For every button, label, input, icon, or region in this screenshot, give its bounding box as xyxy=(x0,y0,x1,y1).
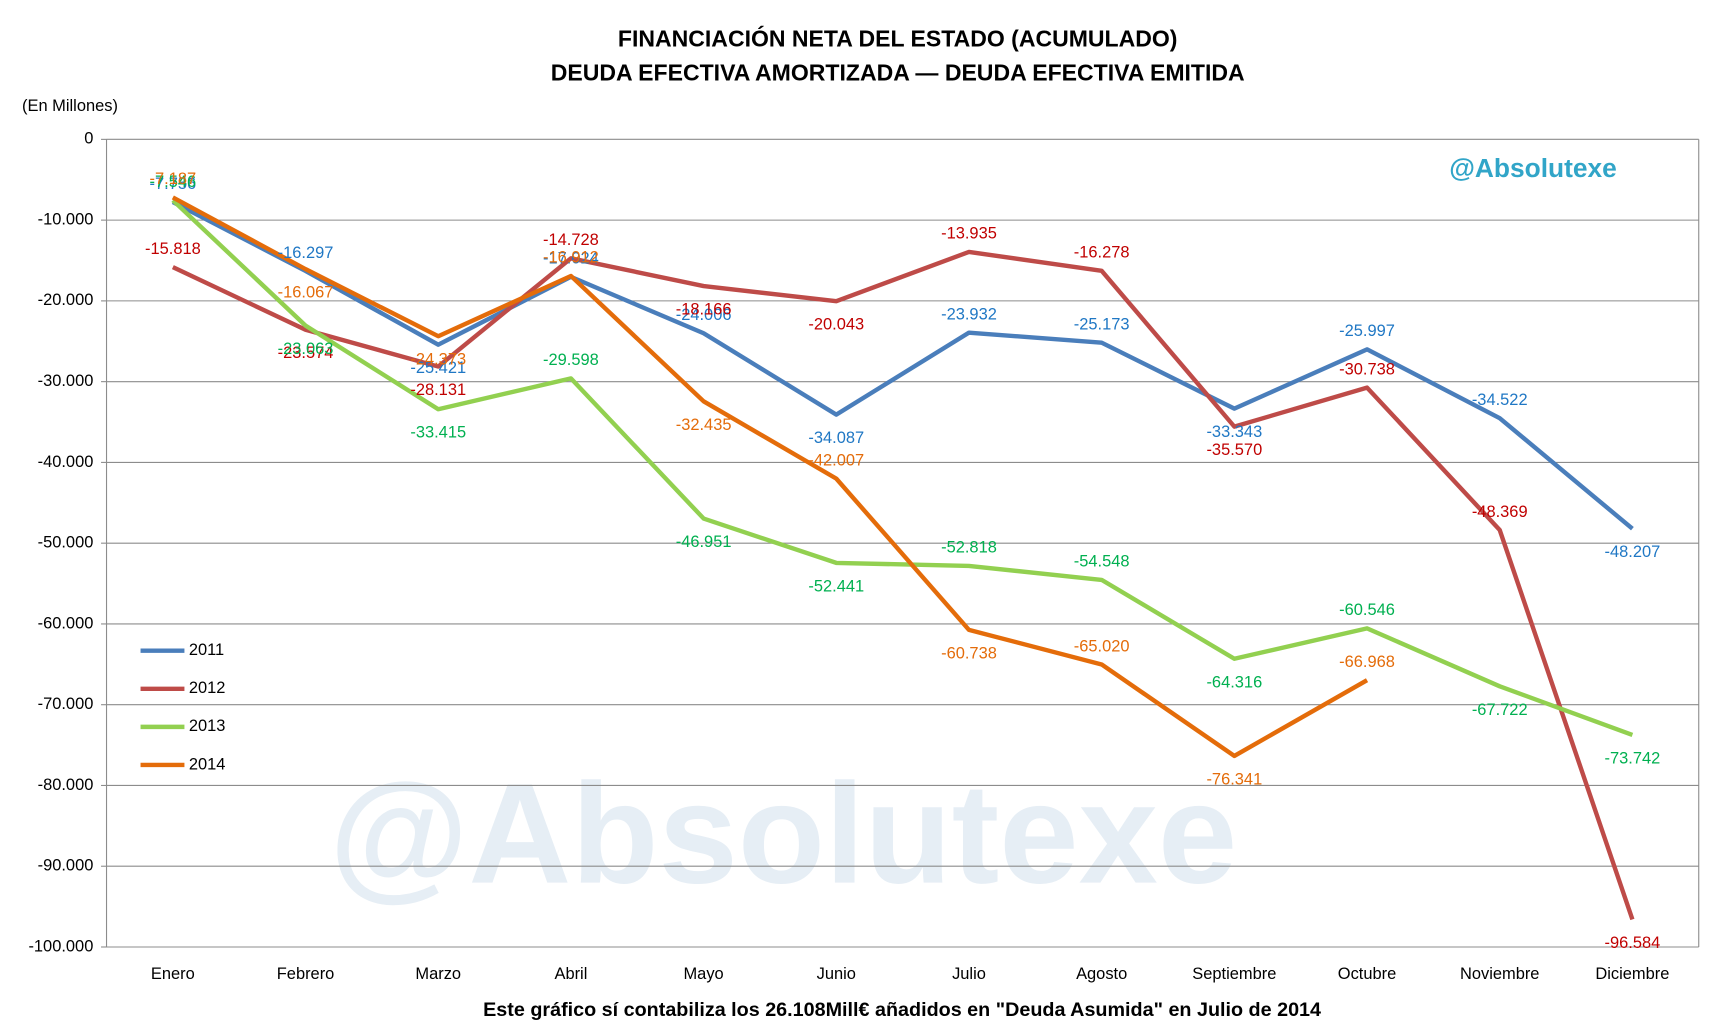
x-tick-label: Febrero xyxy=(277,965,335,983)
data-label: -67.722 xyxy=(1472,701,1528,719)
data-label: -33.343 xyxy=(1206,423,1262,441)
data-label: -24.373 xyxy=(410,351,466,369)
legend-label: 2012 xyxy=(189,679,226,697)
watermark-large: @Absolutexe xyxy=(329,755,1237,914)
series-line xyxy=(171,249,1635,921)
y-tick-label: -70.000 xyxy=(38,695,94,713)
data-label: -23.932 xyxy=(941,305,997,323)
y-tick-label: -80.000 xyxy=(38,776,94,794)
data-label: -34.522 xyxy=(1472,391,1528,409)
data-label: -23.574 xyxy=(278,344,334,362)
data-label: -42.007 xyxy=(808,451,864,469)
data-label: -20.043 xyxy=(808,316,864,334)
data-label: -23.063 xyxy=(278,340,334,358)
data-label: -32.435 xyxy=(676,416,732,434)
data-label: -25.421 xyxy=(410,359,466,377)
y-tick-label: -60.000 xyxy=(38,614,94,632)
y-tick-label: -30.000 xyxy=(38,372,94,390)
data-label: -7.187 xyxy=(150,170,197,188)
data-label: -29.598 xyxy=(543,351,599,369)
data-label: -25.997 xyxy=(1339,322,1395,340)
series-line xyxy=(171,195,1369,759)
data-label: -7.756 xyxy=(150,175,197,193)
legend-label: 2013 xyxy=(189,717,226,735)
legend-label: 2011 xyxy=(189,641,224,659)
data-label: -48.369 xyxy=(1472,503,1528,521)
data-label: -52.818 xyxy=(941,539,997,557)
data-label: -17.024 xyxy=(543,250,599,268)
y-tick-label: -100.000 xyxy=(28,937,93,955)
series-line xyxy=(171,200,1634,531)
x-tick-label: Julio xyxy=(952,965,986,983)
y-tick-label: -20.000 xyxy=(38,291,94,309)
data-label: -30.738 xyxy=(1339,360,1395,378)
data-label: -76.341 xyxy=(1206,770,1262,788)
data-label: -60.738 xyxy=(941,644,997,662)
data-label: -16.278 xyxy=(1074,244,1130,262)
y-tick-label: -50.000 xyxy=(38,534,94,552)
x-tick-label: Agosto xyxy=(1076,965,1127,983)
y-tick-label: 0 xyxy=(84,130,93,148)
x-tick-label: Septiembre xyxy=(1192,965,1276,983)
series-line xyxy=(171,198,1634,737)
data-label: -66.968 xyxy=(1339,653,1395,671)
legend-label: 2014 xyxy=(189,755,226,773)
data-label: -33.415 xyxy=(410,424,466,442)
watermark: @Absolutexe xyxy=(1449,153,1617,183)
chart-title: FINANCIACIÓN NETA DEL ESTADO (ACUMULADO) xyxy=(618,25,1178,52)
data-label: -14.728 xyxy=(543,231,599,249)
footnote: Este gráfico sí contabiliza los 26.108Mi… xyxy=(483,999,1321,1021)
data-label: -16.067 xyxy=(278,284,334,302)
data-label: -96.584 xyxy=(1605,934,1661,952)
data-label: -64.316 xyxy=(1206,673,1262,691)
x-tick-label: Junio xyxy=(817,965,856,983)
data-label: -25.173 xyxy=(1074,315,1130,333)
data-label: -73.742 xyxy=(1605,749,1661,767)
chart-subtitle: DEUDA EFECTIVA AMORTIZADA — DEUDA EFECTI… xyxy=(551,60,1245,86)
data-label: -60.546 xyxy=(1339,601,1395,619)
data-label: -24.006 xyxy=(676,306,732,324)
data-label: -54.548 xyxy=(1074,553,1130,571)
x-tick-label: Octubre xyxy=(1338,965,1396,983)
y-axis-label: (En Millones) xyxy=(22,97,118,115)
data-label: -28.131 xyxy=(410,381,466,399)
x-tick-label: Marzo xyxy=(415,965,461,983)
data-label: -13.935 xyxy=(941,225,997,243)
y-tick-label: -10.000 xyxy=(38,210,94,228)
data-label: -16.297 xyxy=(278,244,334,262)
x-tick-label: Abril xyxy=(554,965,587,983)
x-tick-label: Mayo xyxy=(684,965,724,983)
data-label: -46.951 xyxy=(676,533,732,551)
data-label: -48.207 xyxy=(1605,543,1661,561)
y-tick-label: -40.000 xyxy=(38,453,94,471)
x-tick-label: Enero xyxy=(151,965,195,983)
data-label: -16.912 xyxy=(543,249,599,267)
data-label: -34.087 xyxy=(808,429,864,447)
y-tick-label: -90.000 xyxy=(38,857,94,875)
data-label: -65.020 xyxy=(1074,637,1130,655)
data-label: -52.441 xyxy=(808,577,864,595)
x-tick-label: Diciembre xyxy=(1595,965,1669,983)
x-tick-label: Noviembre xyxy=(1460,965,1539,983)
data-label: -35.570 xyxy=(1206,441,1262,459)
data-label: -7.546 xyxy=(150,173,197,191)
data-label: -18.166 xyxy=(676,301,732,319)
data-label: -15.818 xyxy=(145,240,201,258)
